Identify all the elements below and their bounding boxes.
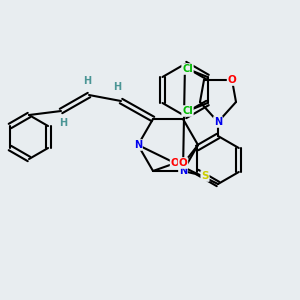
Text: H: H (59, 118, 67, 128)
Text: N: N (134, 140, 142, 150)
Text: O: O (228, 75, 236, 85)
Text: Cl: Cl (182, 106, 193, 116)
Text: H: H (113, 82, 121, 92)
Text: N: N (179, 166, 187, 176)
Text: O: O (171, 158, 179, 168)
Text: N: N (214, 117, 222, 127)
Text: O: O (178, 158, 188, 168)
Text: S: S (201, 171, 209, 181)
Text: Cl: Cl (182, 64, 193, 74)
Text: H: H (83, 76, 91, 86)
